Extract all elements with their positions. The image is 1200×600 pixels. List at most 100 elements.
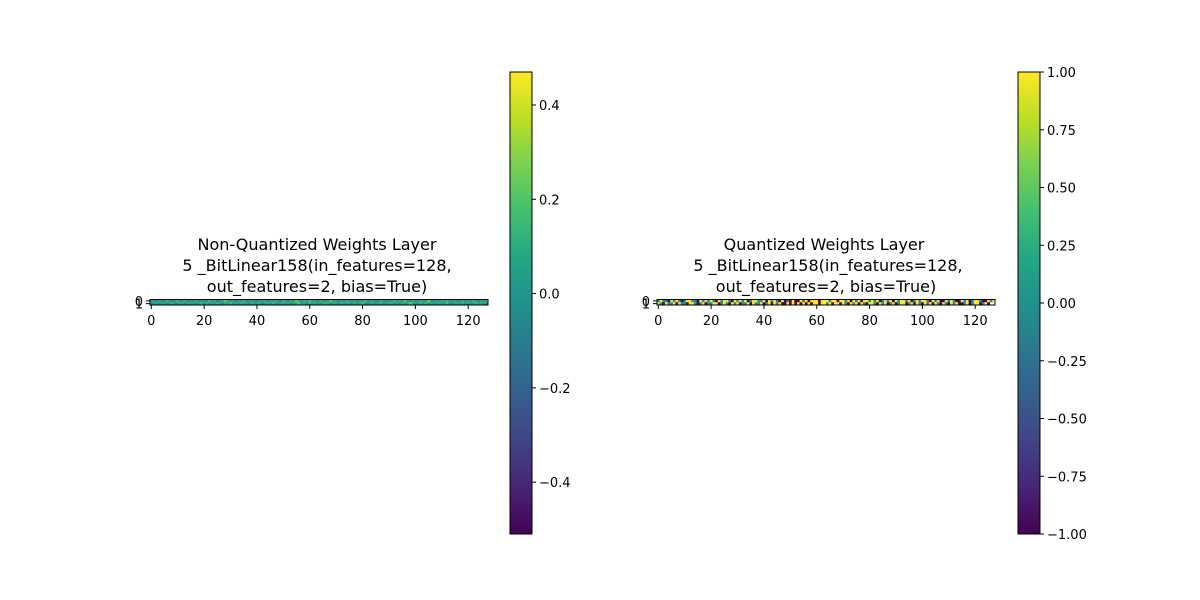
heatmap-cell xyxy=(279,299,283,303)
heatmap-cell xyxy=(385,302,388,306)
heatmap-cell xyxy=(477,302,481,306)
y-axis: 01 xyxy=(135,295,150,313)
heatmap-cell xyxy=(907,302,911,306)
heatmap-cell xyxy=(976,302,980,306)
heatmap-cell xyxy=(783,302,787,306)
heatmap-cell xyxy=(458,299,462,303)
heatmap-cell xyxy=(213,299,217,303)
heatmap-cell xyxy=(337,299,341,303)
heatmap-cell xyxy=(173,302,177,306)
heatmap-cell xyxy=(255,302,259,306)
heatmap-cell xyxy=(379,299,383,303)
heatmap-cell xyxy=(907,299,911,303)
heatmap-cell xyxy=(445,299,449,303)
heatmap-cell xyxy=(266,302,270,306)
x-axis: 0 20 40 60 80 100 120 xyxy=(654,305,988,329)
heatmap-cell xyxy=(921,299,925,303)
heatmap-cell xyxy=(200,302,204,306)
heatmap-cell xyxy=(741,302,745,306)
heatmap-cell xyxy=(752,302,756,306)
heatmap-cell xyxy=(889,299,893,303)
heatmap-cell xyxy=(707,299,711,303)
heatmap-cell xyxy=(847,302,851,306)
heatmap-cell xyxy=(348,299,351,303)
heatmap-cell xyxy=(794,299,798,303)
heatmap-cell xyxy=(189,302,193,306)
heatmap-cell xyxy=(701,302,705,306)
heatmap-cell xyxy=(163,299,167,303)
heatmap-cell xyxy=(229,302,233,306)
heatmap-cell xyxy=(374,302,378,306)
heatmap-cell xyxy=(918,299,922,303)
heatmap-cell xyxy=(443,302,447,306)
heatmap-cell xyxy=(791,302,795,306)
heatmap-cell xyxy=(250,299,254,303)
heatmap-cell xyxy=(860,302,864,306)
heatmap-cell xyxy=(279,302,283,306)
heatmap-cell xyxy=(403,299,407,303)
heatmap-cell xyxy=(730,302,734,306)
heatmap-cell xyxy=(659,299,663,303)
colorbar: 0.4 0.2 0.0 −0.2 −0.4 xyxy=(509,71,571,535)
heatmap-cell xyxy=(461,302,465,306)
heatmap-cell xyxy=(820,299,824,303)
heatmap-cell xyxy=(857,299,861,303)
heatmap-cell xyxy=(324,299,328,303)
x-tick-label: 80 xyxy=(861,314,878,329)
x-tick-label: 100 xyxy=(403,314,428,329)
heatmap-cell xyxy=(474,299,478,303)
heatmap-cell xyxy=(870,299,874,303)
heatmap-cell xyxy=(752,299,756,303)
heatmap-cell xyxy=(369,302,373,306)
heatmap-cell xyxy=(200,299,204,303)
heatmap-cell xyxy=(847,299,851,303)
heatmap-cell xyxy=(342,302,346,306)
colorbar-tick-label: −0.2 xyxy=(539,382,571,397)
heatmap-cell xyxy=(411,302,415,306)
heatmap-cell xyxy=(155,299,159,303)
colorbar-tick-label: −0.25 xyxy=(1047,355,1087,370)
heatmap-cell xyxy=(289,302,293,306)
heatmap-cell xyxy=(247,302,251,306)
heatmap-cell xyxy=(989,299,993,303)
heatmap-cell xyxy=(429,302,433,306)
heatmap-cell xyxy=(297,302,301,306)
heatmap-cell xyxy=(796,299,800,303)
heatmap-cell xyxy=(157,302,161,306)
heatmap-cell xyxy=(451,299,454,303)
heatmap-cell xyxy=(696,302,700,306)
heatmap-cell xyxy=(841,299,845,303)
heatmap-cell xyxy=(311,302,315,306)
heatmap-cell xyxy=(744,299,748,303)
heatmap-cell xyxy=(303,302,307,306)
heatmap-cell xyxy=(353,302,357,306)
heatmap-cell xyxy=(223,299,227,303)
heatmap-cell xyxy=(345,302,349,306)
heatmap-cell xyxy=(873,302,877,306)
heatmap-cell xyxy=(746,299,750,303)
x-tick-label: 0 xyxy=(654,314,662,329)
heatmap-cell xyxy=(171,302,175,306)
heatmap-cell xyxy=(316,299,320,303)
heatmap-cell xyxy=(741,299,745,303)
heatmap-cell xyxy=(984,299,988,303)
heatmap-cell xyxy=(886,299,890,303)
heatmap-cell xyxy=(168,299,172,303)
heatmap-cell xyxy=(678,299,682,303)
heatmap-cell xyxy=(184,302,188,306)
heatmap-cell xyxy=(688,299,692,303)
heatmap-cell xyxy=(789,299,792,303)
heatmap-cell xyxy=(321,302,325,306)
heatmap-cell xyxy=(802,299,806,303)
heatmap-cell xyxy=(260,299,264,303)
heatmap-cell xyxy=(194,302,198,306)
heatmap-cell xyxy=(965,302,969,306)
heatmap-cell xyxy=(670,302,674,306)
heatmap-cell xyxy=(868,302,872,306)
heatmap-cell xyxy=(849,302,853,306)
heatmap-cell xyxy=(421,302,425,306)
heatmap-cell xyxy=(818,299,822,303)
heatmap-cell xyxy=(910,302,914,306)
heatmap-cell xyxy=(295,302,299,306)
heatmap-cell xyxy=(390,299,394,303)
